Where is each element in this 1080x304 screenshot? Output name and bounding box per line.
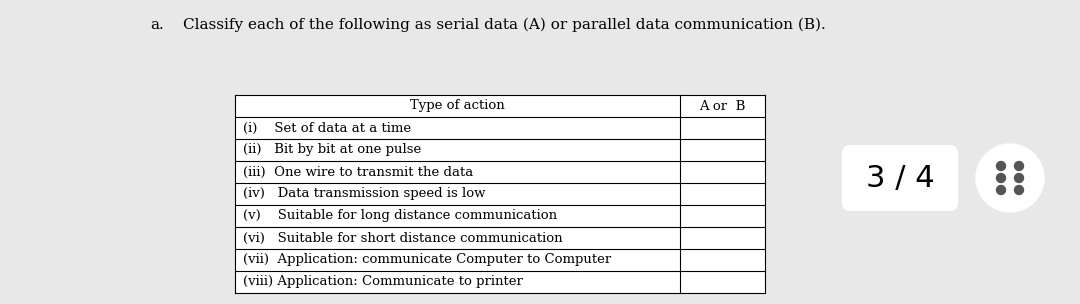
Circle shape (1014, 174, 1024, 182)
Circle shape (997, 174, 1005, 182)
Text: a.: a. (150, 18, 164, 32)
Circle shape (997, 185, 1005, 195)
Text: (i)    Set of data at a time: (i) Set of data at a time (243, 122, 411, 134)
Circle shape (1014, 161, 1024, 171)
Circle shape (976, 144, 1044, 212)
Text: (iv)   Data transmission speed is low: (iv) Data transmission speed is low (243, 188, 486, 201)
Bar (235, 95, 765, 293)
Text: 3 / 4: 3 / 4 (866, 164, 934, 192)
Text: (iii)  One wire to transmit the data: (iii) One wire to transmit the data (243, 165, 473, 178)
Text: (viii) Application: Communicate to printer: (viii) Application: Communicate to print… (243, 275, 523, 288)
Text: (vi)   Suitable for short distance communication: (vi) Suitable for short distance communi… (243, 232, 563, 244)
Circle shape (1014, 185, 1024, 195)
Text: Classify each of the following as serial data (A) or parallel data communication: Classify each of the following as serial… (183, 18, 826, 33)
Text: (ii)   Bit by bit at one pulse: (ii) Bit by bit at one pulse (243, 143, 421, 157)
Text: (v)    Suitable for long distance communication: (v) Suitable for long distance communica… (243, 209, 557, 223)
FancyBboxPatch shape (842, 145, 958, 211)
Text: (vii)  Application: communicate Computer to Computer: (vii) Application: communicate Computer … (243, 254, 611, 267)
Circle shape (997, 161, 1005, 171)
Text: A or  B: A or B (700, 99, 745, 112)
Text: Type of action: Type of action (410, 99, 504, 112)
